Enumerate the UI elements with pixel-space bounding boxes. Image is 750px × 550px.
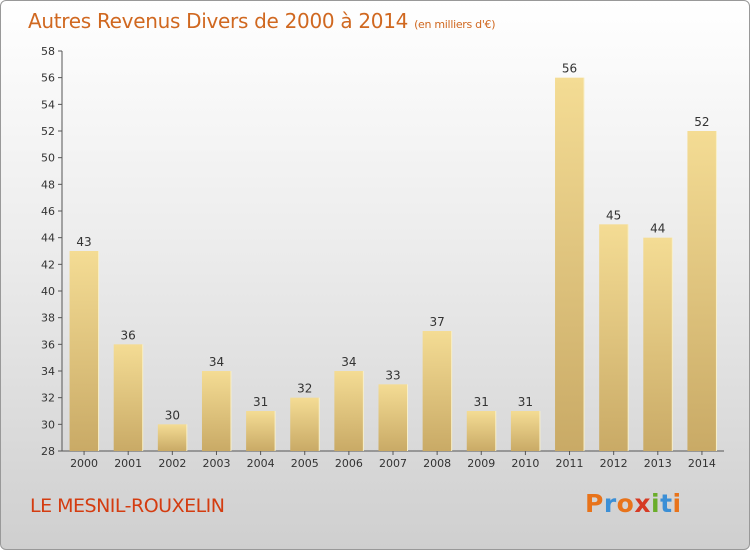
logo-letter: o: [616, 489, 635, 518]
bar: [69, 251, 99, 451]
x-tick-label: 2008: [423, 457, 451, 470]
y-tick-label: 32: [41, 392, 55, 405]
y-tick-label: 54: [41, 98, 55, 111]
y-tick-label: 44: [41, 232, 55, 245]
logo-letter: i: [651, 489, 661, 518]
bar: [378, 384, 408, 451]
bar: [246, 411, 276, 451]
y-tick-label: 56: [41, 72, 55, 85]
logo-letter: t: [660, 489, 673, 518]
bar: [555, 77, 585, 452]
x-tick-label: 2010: [511, 457, 539, 470]
bar-value-label: 43: [76, 235, 91, 249]
bar-value-label: 45: [606, 208, 621, 222]
y-tick-label: 34: [41, 365, 55, 378]
x-tick-label: 2006: [335, 457, 363, 470]
bar: [334, 371, 364, 451]
bar-value-label: 44: [650, 222, 665, 236]
bar-value-label: 36: [121, 328, 136, 342]
x-tick-label: 2007: [379, 457, 407, 470]
y-tick-label: 58: [41, 45, 55, 58]
y-tick-label: 28: [41, 445, 55, 458]
x-tick-label: 2005: [291, 457, 319, 470]
x-tick-label: 2013: [644, 457, 672, 470]
x-tick-label: 2011: [556, 457, 584, 470]
bar-value-label: 31: [253, 395, 268, 409]
x-tick-label: 2014: [688, 457, 716, 470]
title-unit: (en milliers d'€): [414, 18, 496, 31]
y-tick-label: 36: [41, 338, 55, 351]
title-text: Autres Revenus Divers de 2000 à 2014: [28, 9, 409, 33]
bar-value-label: 30: [165, 408, 180, 422]
bar-value-label: 34: [341, 355, 356, 369]
bar-value-label: 33: [385, 368, 400, 382]
logo-letter: P: [585, 489, 604, 518]
chart-title: Autres Revenus Divers de 2000 à 2014 (en …: [28, 9, 496, 33]
logo-letter: x: [634, 489, 651, 518]
y-tick-label: 30: [41, 418, 55, 431]
bar: [466, 411, 496, 451]
bar-value-label: 52: [694, 115, 709, 129]
x-tick-label: 2009: [467, 457, 495, 470]
y-tick-label: 52: [41, 125, 55, 138]
y-tick-label: 42: [41, 258, 55, 271]
logo-letter: i: [672, 489, 682, 518]
bar-value-label: 31: [518, 395, 533, 409]
bar-value-label: 37: [429, 315, 444, 329]
bar-value-label: 31: [474, 395, 489, 409]
bar: [113, 344, 143, 451]
y-tick-label: 38: [41, 312, 55, 325]
proxiti-logo: Proxiti: [585, 489, 682, 518]
x-tick-label: 2002: [158, 457, 186, 470]
bar: [687, 131, 717, 451]
bar-value-label: 34: [209, 355, 224, 369]
x-tick-label: 2000: [70, 457, 98, 470]
bar-value-label: 56: [562, 62, 577, 76]
x-tick-label: 2001: [114, 457, 142, 470]
y-tick-label: 40: [41, 285, 55, 298]
y-tick-label: 46: [41, 205, 55, 218]
x-tick-label: 2004: [247, 457, 275, 470]
bar: [157, 424, 187, 451]
bar: [201, 371, 231, 451]
bar-value-label: 32: [297, 382, 312, 396]
bar: [422, 331, 452, 451]
x-tick-label: 2012: [600, 457, 628, 470]
bar: [599, 224, 629, 451]
y-tick-label: 50: [41, 152, 55, 165]
bar: [510, 411, 540, 451]
bar: [643, 237, 673, 451]
x-tick-label: 2003: [202, 457, 230, 470]
bar: [290, 397, 320, 451]
logo-letter: r: [603, 489, 617, 518]
y-tick-label: 48: [41, 178, 55, 191]
location-label: LE MESNIL-ROUXELIN: [30, 495, 225, 517]
